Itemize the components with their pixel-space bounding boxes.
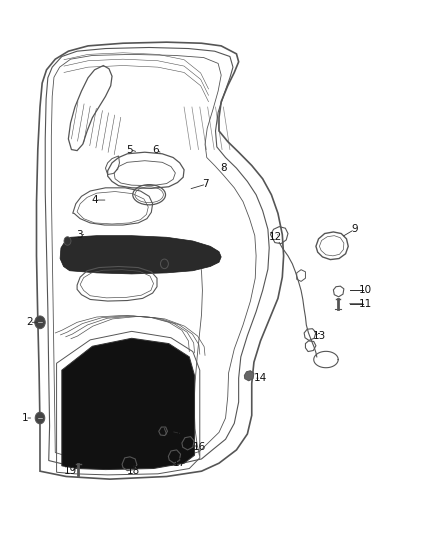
Text: 14: 14	[254, 373, 267, 383]
Text: 6: 6	[152, 144, 159, 155]
Circle shape	[35, 316, 45, 329]
Text: 5: 5	[126, 144, 133, 155]
Text: 3: 3	[76, 230, 83, 240]
Text: 16: 16	[193, 442, 206, 452]
Text: 17: 17	[173, 458, 186, 468]
Circle shape	[35, 412, 45, 424]
Text: 1: 1	[21, 413, 28, 423]
Text: 2: 2	[26, 317, 32, 327]
Text: 19: 19	[64, 466, 77, 476]
Text: 15: 15	[175, 429, 188, 439]
Text: 7: 7	[203, 179, 209, 189]
Text: 4: 4	[91, 195, 98, 205]
Text: 10: 10	[359, 286, 372, 295]
Circle shape	[64, 237, 71, 245]
Polygon shape	[62, 338, 194, 470]
Text: 18: 18	[127, 466, 141, 476]
Text: 13: 13	[313, 330, 326, 341]
Text: 9: 9	[351, 224, 358, 235]
Polygon shape	[60, 236, 221, 274]
Text: 12: 12	[269, 232, 283, 243]
Text: 8: 8	[220, 163, 227, 173]
Polygon shape	[244, 370, 254, 381]
Text: 11: 11	[359, 298, 372, 309]
